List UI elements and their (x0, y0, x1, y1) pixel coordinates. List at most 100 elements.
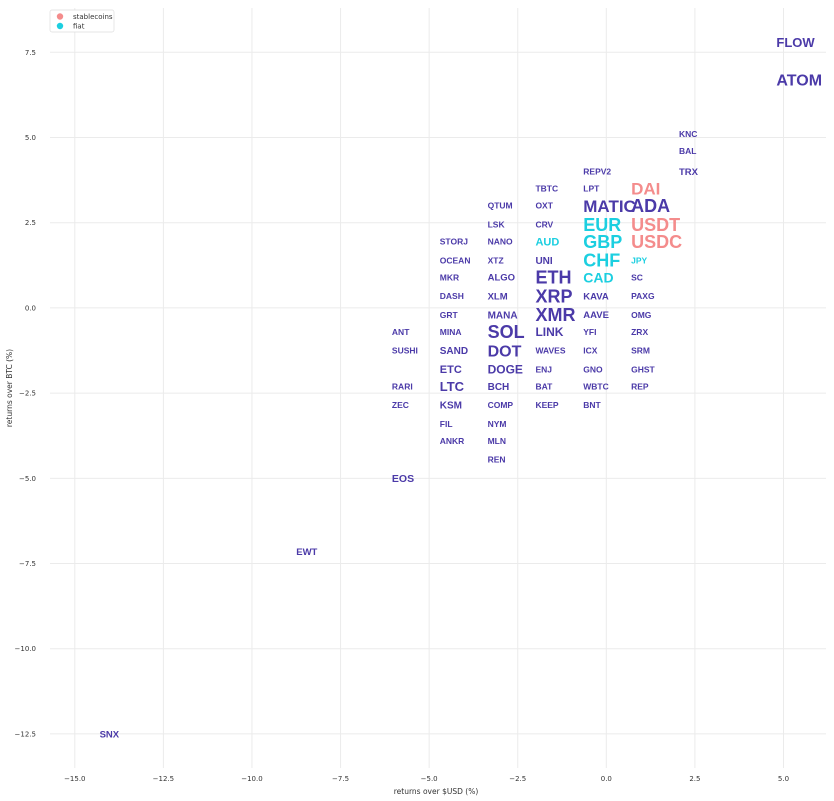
point-label-keep: KEEP (535, 400, 558, 410)
y-tick-label: −5.0 (19, 475, 36, 483)
point-label-aave: AAVE (583, 310, 609, 321)
y-tick-label: 2.5 (25, 219, 36, 227)
x-tick-label: 0.0 (601, 775, 612, 783)
point-label-ankr: ANKR (440, 436, 465, 446)
point-label-xlm: XLM (488, 291, 508, 302)
point-label-enj: ENJ (535, 364, 552, 374)
point-label-fil: FIL (440, 419, 453, 429)
point-label-paxg: PAXG (631, 291, 655, 301)
point-label-mln: MLN (488, 436, 506, 446)
point-label-omg: OMG (631, 310, 652, 320)
point-label-eos: EOS (392, 473, 414, 485)
point-label-rari: RARI (392, 381, 413, 391)
point-label-waves: WAVES (535, 346, 565, 356)
point-label-xrp: XRP (535, 286, 572, 306)
point-label-dot: DOT (488, 343, 522, 360)
point-label-storj: STORJ (440, 237, 468, 247)
point-label-ren: REN (488, 455, 506, 465)
point-label-sand: SAND (440, 346, 468, 357)
y-tick-label: 5.0 (25, 134, 36, 142)
x-tick-label: 5.0 (778, 775, 789, 783)
point-label-nym: NYM (488, 419, 507, 429)
legend-frame (49, 9, 115, 33)
point-label-matic: MATIC (583, 197, 636, 216)
legend-marker-fiat (56, 22, 64, 30)
point-label-bat: BAT (535, 381, 553, 391)
legend-label-fiat: fiat (73, 23, 85, 31)
y-tick-label: −7.5 (19, 560, 36, 568)
point-label-comp: COMP (488, 400, 514, 410)
point-label-chf: CHF (583, 251, 620, 271)
point-label-dai: DAI (631, 180, 660, 199)
point-label-flow: FLOW (776, 35, 815, 50)
point-label-ghst: GHST (631, 364, 655, 374)
point-label-ewt: EWT (296, 547, 317, 558)
x-tick-label: −12.5 (153, 775, 174, 783)
point-label-mana: MANA (488, 310, 518, 321)
point-label-snx: SNX (100, 729, 120, 740)
point-label-ada: ADA (631, 196, 670, 216)
point-label-sol: SOL (488, 322, 525, 342)
x-tick-label: −10.0 (241, 775, 262, 783)
x-tick-label: −7.5 (332, 775, 349, 783)
point-label-ksm: KSM (440, 401, 462, 412)
y-axis-label: returns over BTC (%) (5, 349, 14, 427)
x-axis-label: returns over $USD (%) (394, 787, 479, 796)
point-label-icx: ICX (583, 346, 598, 356)
x-tick-label: −5.0 (421, 775, 438, 783)
point-label-tbtc: TBTC (535, 184, 558, 194)
point-label-eth: ETH (535, 268, 571, 288)
point-label-yfi: YFI (583, 327, 596, 337)
point-label-atom: ATOM (776, 72, 822, 89)
point-label-link: LINK (535, 325, 563, 339)
point-label-mkr: MKR (440, 272, 459, 282)
point-label-crv: CRV (535, 219, 553, 229)
y-tick-label: −12.5 (15, 730, 36, 738)
point-label-oxt: OXT (535, 201, 553, 211)
point-label-gno: GNO (583, 364, 603, 374)
point-label-cad: CAD (583, 269, 613, 285)
y-tick-label: 0.0 (25, 304, 36, 312)
point-label-eur: EUR (583, 215, 621, 235)
point-label-algo: ALGO (488, 273, 515, 284)
point-label-srm: SRM (631, 346, 650, 356)
data-points: FLOW ATOM KNC BAL TRX REPV2 TBTC LPT DAI QTUM OXT M… (100, 35, 822, 741)
point-label-zrx: ZRX (631, 327, 648, 337)
point-label-kava: KAVA (583, 291, 609, 302)
point-label-jpy: JPY (631, 255, 647, 265)
point-label-sc: SC (631, 272, 643, 282)
x-tick-label: −15.0 (64, 775, 85, 783)
y-tick-label: −10.0 (15, 645, 36, 653)
legend-marker-stablecoins (56, 13, 64, 20)
point-label-repv2: REPV2 (583, 167, 611, 177)
point-label-usdt: USDT (631, 215, 680, 235)
point-label-nano: NANO (488, 237, 513, 247)
point-label-grt: GRT (440, 310, 459, 320)
point-label-wbtc: WBTC (583, 381, 609, 391)
point-label-mina: MINA (440, 327, 462, 337)
grid (50, 8, 826, 768)
point-label-sushi: SUSHI (392, 346, 418, 356)
point-label-usdc: USDC (631, 232, 682, 252)
point-label-knc: KNC (679, 129, 697, 139)
point-label-lpt: LPT (583, 184, 600, 194)
point-label-uni: UNI (535, 256, 552, 267)
point-label-xmr: XMR (535, 305, 575, 325)
x-tick-label: 2.5 (689, 775, 700, 783)
legend-label-stablecoins: stablecoins (73, 13, 113, 21)
y-tick-label: −2.5 (19, 390, 36, 398)
y-tick-label: 7.5 (25, 49, 36, 57)
point-label-ltc: LTC (440, 379, 465, 394)
legend: stablecoins fiat (49, 9, 115, 33)
point-label-doge: DOGE (488, 363, 523, 377)
x-tick-label: −2.5 (509, 775, 526, 783)
point-label-gbp: GBP (583, 232, 622, 252)
point-label-rep: REP (631, 381, 649, 391)
point-label-dash: DASH (440, 291, 464, 301)
point-label-bnt: BNT (583, 400, 601, 410)
point-label-aud: AUD (535, 236, 559, 248)
point-label-ocean: OCEAN (440, 255, 471, 265)
point-label-trx: TRX (679, 167, 699, 178)
point-label-xtz: XTZ (488, 255, 504, 265)
